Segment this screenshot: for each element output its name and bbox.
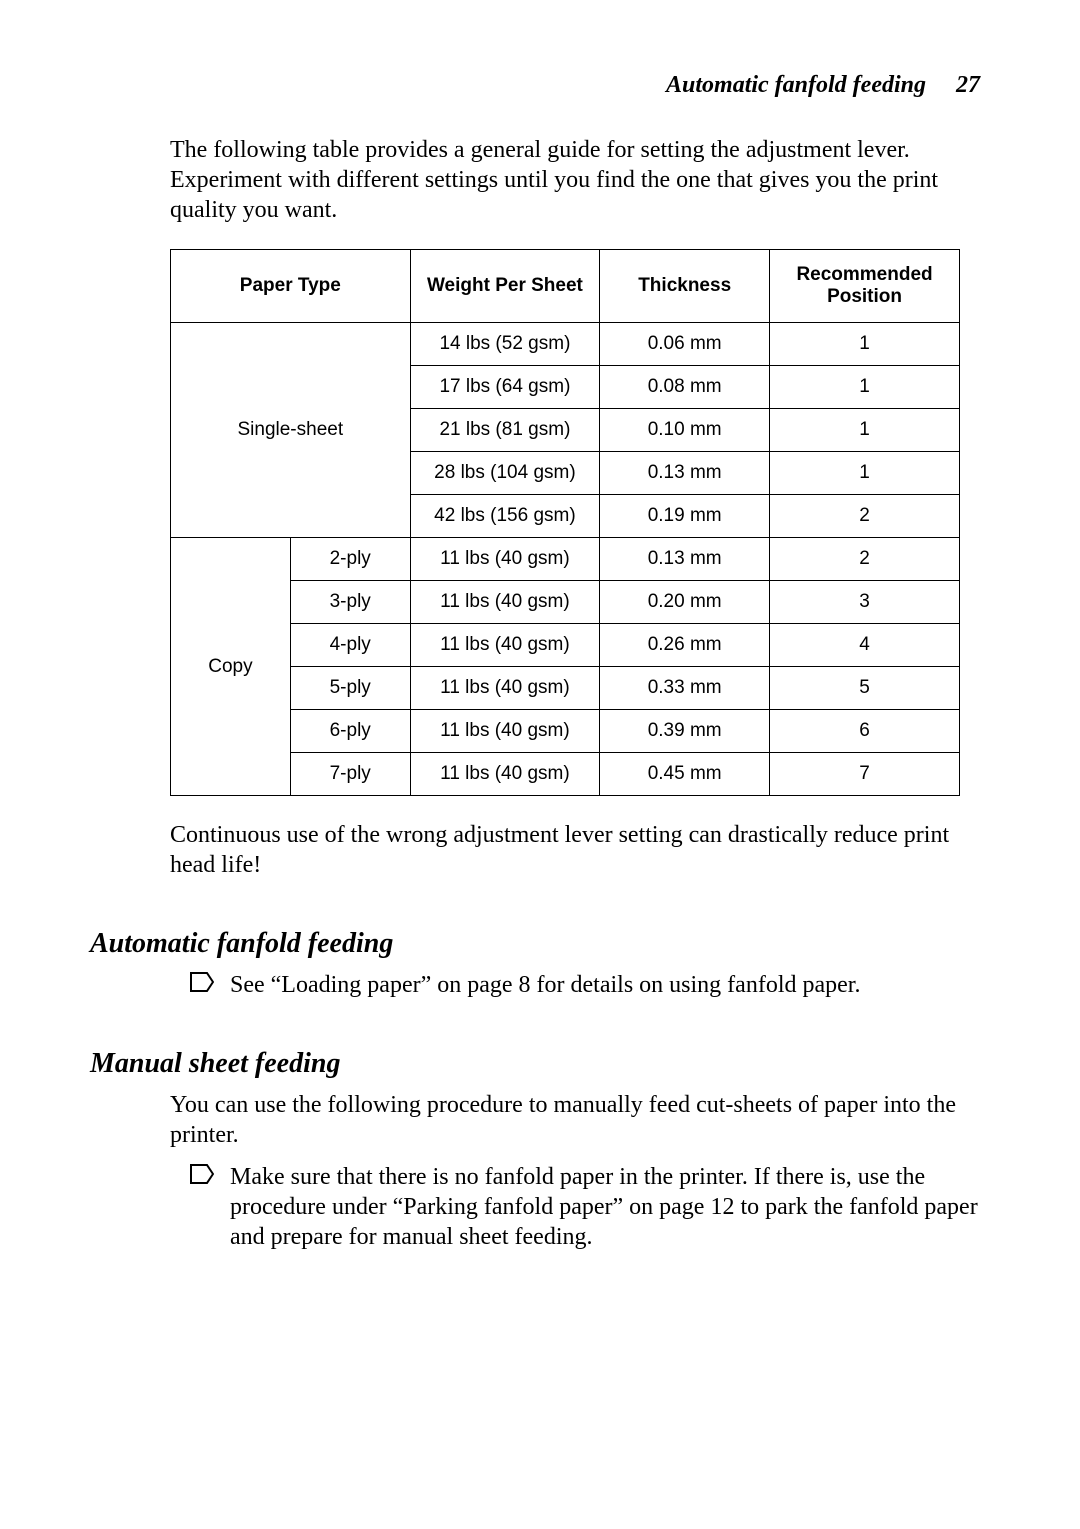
- cell-position: 1: [770, 409, 960, 452]
- th-position: Recommended Position: [770, 250, 960, 323]
- cell-position: 4: [770, 624, 960, 667]
- intro-block: The following table provides a general g…: [170, 135, 980, 225]
- cell-ply: 5-ply: [290, 667, 410, 710]
- cell-position: 1: [770, 366, 960, 409]
- cell-position: 2: [770, 538, 960, 581]
- cell-weight: 11 lbs (40 gsm): [410, 667, 600, 710]
- cell-position: 6: [770, 710, 960, 753]
- cell-ply: 4-ply: [290, 624, 410, 667]
- running-head-title: Automatic fanfold feeding: [666, 72, 926, 98]
- section-heading: Manual sheet feeding: [90, 1048, 990, 1080]
- table-row: Copy2-ply11 lbs (40 gsm)0.13 mm2: [171, 538, 960, 581]
- table-row: Single-sheet14 lbs (52 gsm)0.06 mm1: [171, 323, 960, 366]
- after-table-paragraph: Continuous use of the wrong adjustment l…: [170, 820, 980, 880]
- sections-container: Automatic fanfold feeding See “Loading pa…: [90, 928, 990, 1252]
- cell-thickness: 0.45 mm: [600, 753, 770, 796]
- checklist-item-text: See “Loading paper” on page 8 for detail…: [230, 972, 860, 998]
- cell-position: 2: [770, 495, 960, 538]
- after-table-block: Continuous use of the wrong adjustment l…: [170, 820, 980, 880]
- table-body: Single-sheet14 lbs (52 gsm)0.06 mm117 lb…: [171, 323, 960, 796]
- cell-paper-type: Single-sheet: [171, 323, 411, 538]
- section-paragraph: You can use the following procedure to m…: [170, 1090, 980, 1150]
- checklist-bullet-icon: [190, 1164, 214, 1184]
- cell-ply: 7-ply: [290, 753, 410, 796]
- section-heading: Automatic fanfold feeding: [90, 928, 990, 960]
- th-paper-type: Paper Type: [171, 250, 411, 323]
- cell-weight: 11 lbs (40 gsm): [410, 538, 600, 581]
- cell-position: 1: [770, 452, 960, 495]
- cell-position: 5: [770, 667, 960, 710]
- checklist: See “Loading paper” on page 8 for detail…: [190, 970, 990, 1000]
- cell-weight: 11 lbs (40 gsm): [410, 753, 600, 796]
- cell-position: 7: [770, 753, 960, 796]
- th-thickness: Thickness: [600, 250, 770, 323]
- cell-weight: 11 lbs (40 gsm): [410, 624, 600, 667]
- adjustment-lever-table: Paper Type Weight Per Sheet Thickness Re…: [170, 249, 960, 796]
- cell-ply: 3-ply: [290, 581, 410, 624]
- checklist-item-text: Make sure that there is no fanfold paper…: [230, 1164, 978, 1250]
- cell-thickness: 0.33 mm: [600, 667, 770, 710]
- cell-thickness: 0.20 mm: [600, 581, 770, 624]
- page: Automatic fanfold feeding 27 The followi…: [0, 0, 1080, 1529]
- cell-weight: 14 lbs (52 gsm): [410, 323, 600, 366]
- cell-weight: 21 lbs (81 gsm): [410, 409, 600, 452]
- checklist-bullet-icon: [190, 972, 214, 992]
- cell-thickness: 0.06 mm: [600, 323, 770, 366]
- cell-thickness: 0.19 mm: [600, 495, 770, 538]
- page-number: 27: [956, 72, 980, 98]
- cell-thickness: 0.13 mm: [600, 452, 770, 495]
- th-weight: Weight Per Sheet: [410, 250, 600, 323]
- section-body: You can use the following procedure to m…: [170, 1090, 980, 1150]
- cell-weight: 11 lbs (40 gsm): [410, 581, 600, 624]
- cell-weight: 17 lbs (64 gsm): [410, 366, 600, 409]
- cell-thickness: 0.26 mm: [600, 624, 770, 667]
- checklist: Make sure that there is no fanfold paper…: [190, 1162, 990, 1252]
- cell-ply: 2-ply: [290, 538, 410, 581]
- checklist-item: Make sure that there is no fanfold paper…: [190, 1162, 990, 1252]
- running-head: Automatic fanfold feeding 27: [90, 72, 990, 99]
- cell-paper-type: Copy: [171, 538, 291, 796]
- cell-ply: 6-ply: [290, 710, 410, 753]
- cell-thickness: 0.10 mm: [600, 409, 770, 452]
- cell-weight: 28 lbs (104 gsm): [410, 452, 600, 495]
- intro-paragraph: The following table provides a general g…: [170, 135, 980, 225]
- cell-thickness: 0.13 mm: [600, 538, 770, 581]
- cell-weight: 11 lbs (40 gsm): [410, 710, 600, 753]
- cell-position: 3: [770, 581, 960, 624]
- table-header-row: Paper Type Weight Per Sheet Thickness Re…: [171, 250, 960, 323]
- checklist-item: See “Loading paper” on page 8 for detail…: [190, 970, 990, 1000]
- cell-thickness: 0.08 mm: [600, 366, 770, 409]
- cell-thickness: 0.39 mm: [600, 710, 770, 753]
- cell-weight: 42 lbs (156 gsm): [410, 495, 600, 538]
- cell-position: 1: [770, 323, 960, 366]
